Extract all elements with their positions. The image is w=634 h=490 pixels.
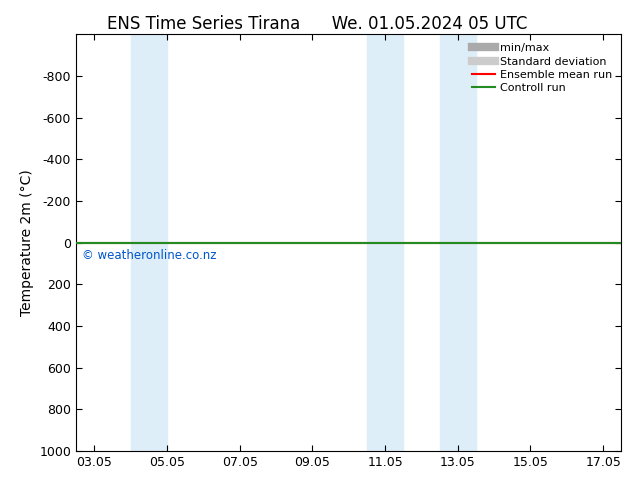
Y-axis label: Temperature 2m (°C): Temperature 2m (°C)	[20, 169, 34, 316]
Bar	[149, 34, 167, 451]
Bar	[458, 34, 476, 451]
Text: © weatheronline.co.nz: © weatheronline.co.nz	[82, 249, 216, 262]
Bar	[367, 34, 385, 451]
Text: ENS Time Series Tirana      We. 01.05.2024 05 UTC: ENS Time Series Tirana We. 01.05.2024 05…	[107, 15, 527, 33]
Bar	[439, 34, 458, 451]
Bar	[131, 34, 149, 451]
Legend: min/max, Standard deviation, Ensemble mean run, Controll run: min/max, Standard deviation, Ensemble me…	[469, 40, 616, 97]
Bar	[385, 34, 403, 451]
